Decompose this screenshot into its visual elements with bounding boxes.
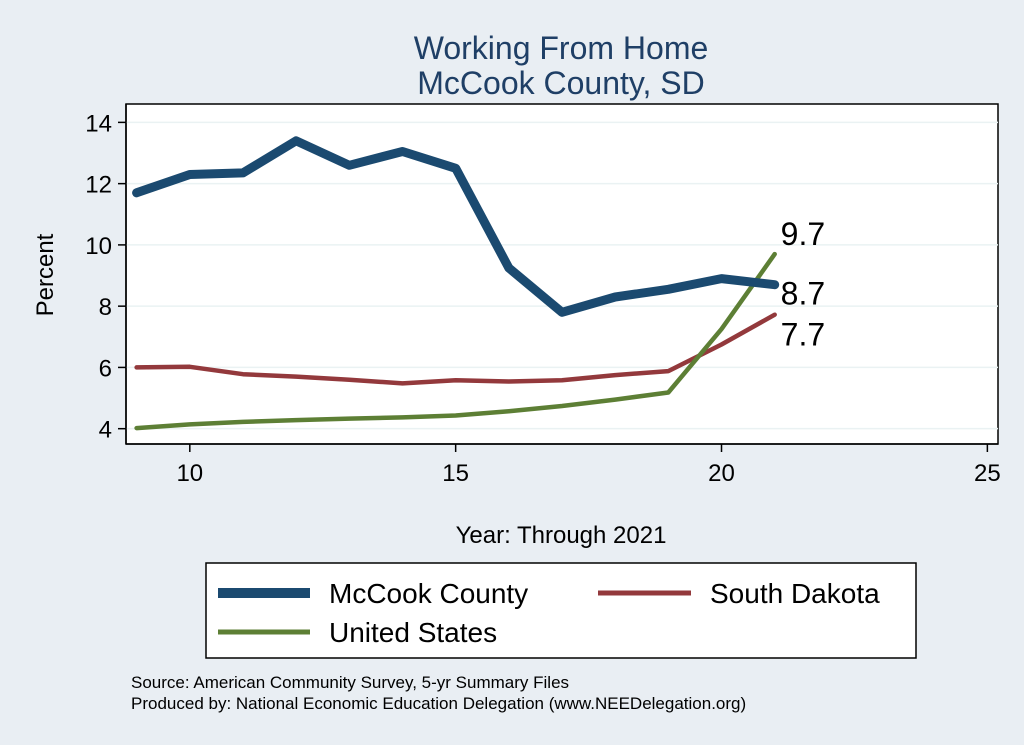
x-axis-ticks: 10 15 20 25 [176, 444, 1001, 487]
chart-title: Working From Home McCook County, SD [414, 30, 709, 101]
gridlines [126, 121, 998, 430]
y-tick-label-12: 12 [85, 172, 112, 199]
plot-area [125, 103, 999, 445]
x-tick-label-15: 15 [442, 460, 469, 487]
x-axis-label: Year: Through 2021 [456, 522, 667, 549]
title-line-1: Working From Home [414, 30, 709, 66]
x-tick-label-25: 25 [974, 460, 1001, 487]
produced-by-note: Produced by: National Economic Education… [131, 694, 746, 713]
legend: McCook County South Dakota United States [205, 562, 917, 659]
series-line-mccook-county [132, 136, 780, 317]
x-tick-label-10: 10 [176, 460, 203, 487]
y-axis-label: Percent [32, 233, 59, 316]
axes [125, 104, 998, 445]
y-tick-label-8: 8 [99, 294, 112, 321]
legend-label-united-states: United States [329, 617, 497, 648]
series-lines [132, 136, 780, 431]
end-label-south-dakota: 7.7 [781, 317, 825, 353]
y-tick-label-10: 10 [85, 233, 112, 260]
series-line-united-states [134, 251, 777, 431]
x-tick-label-20: 20 [708, 460, 735, 487]
end-label-mccook-county: 8.7 [781, 276, 825, 312]
end-labels: 8.7 7.7 9.7 [781, 216, 825, 353]
legend-label-mccook: McCook County [329, 578, 528, 609]
y-tick-label-4: 4 [99, 417, 112, 444]
y-tick-label-14: 14 [85, 110, 112, 137]
y-tick-label-6: 6 [99, 355, 112, 382]
end-label-united-states: 9.7 [781, 216, 825, 252]
y-axis-ticks: 4 6 8 10 12 14 [85, 110, 126, 444]
legend-label-south-dakota: South Dakota [710, 578, 880, 609]
footnotes: Source: American Community Survey, 5-yr … [131, 673, 746, 713]
legend-box [205, 562, 917, 659]
source-note: Source: American Community Survey, 5-yr … [131, 673, 569, 692]
series-line-south-dakota [134, 312, 777, 386]
title-line-2: McCook County, SD [417, 65, 705, 101]
